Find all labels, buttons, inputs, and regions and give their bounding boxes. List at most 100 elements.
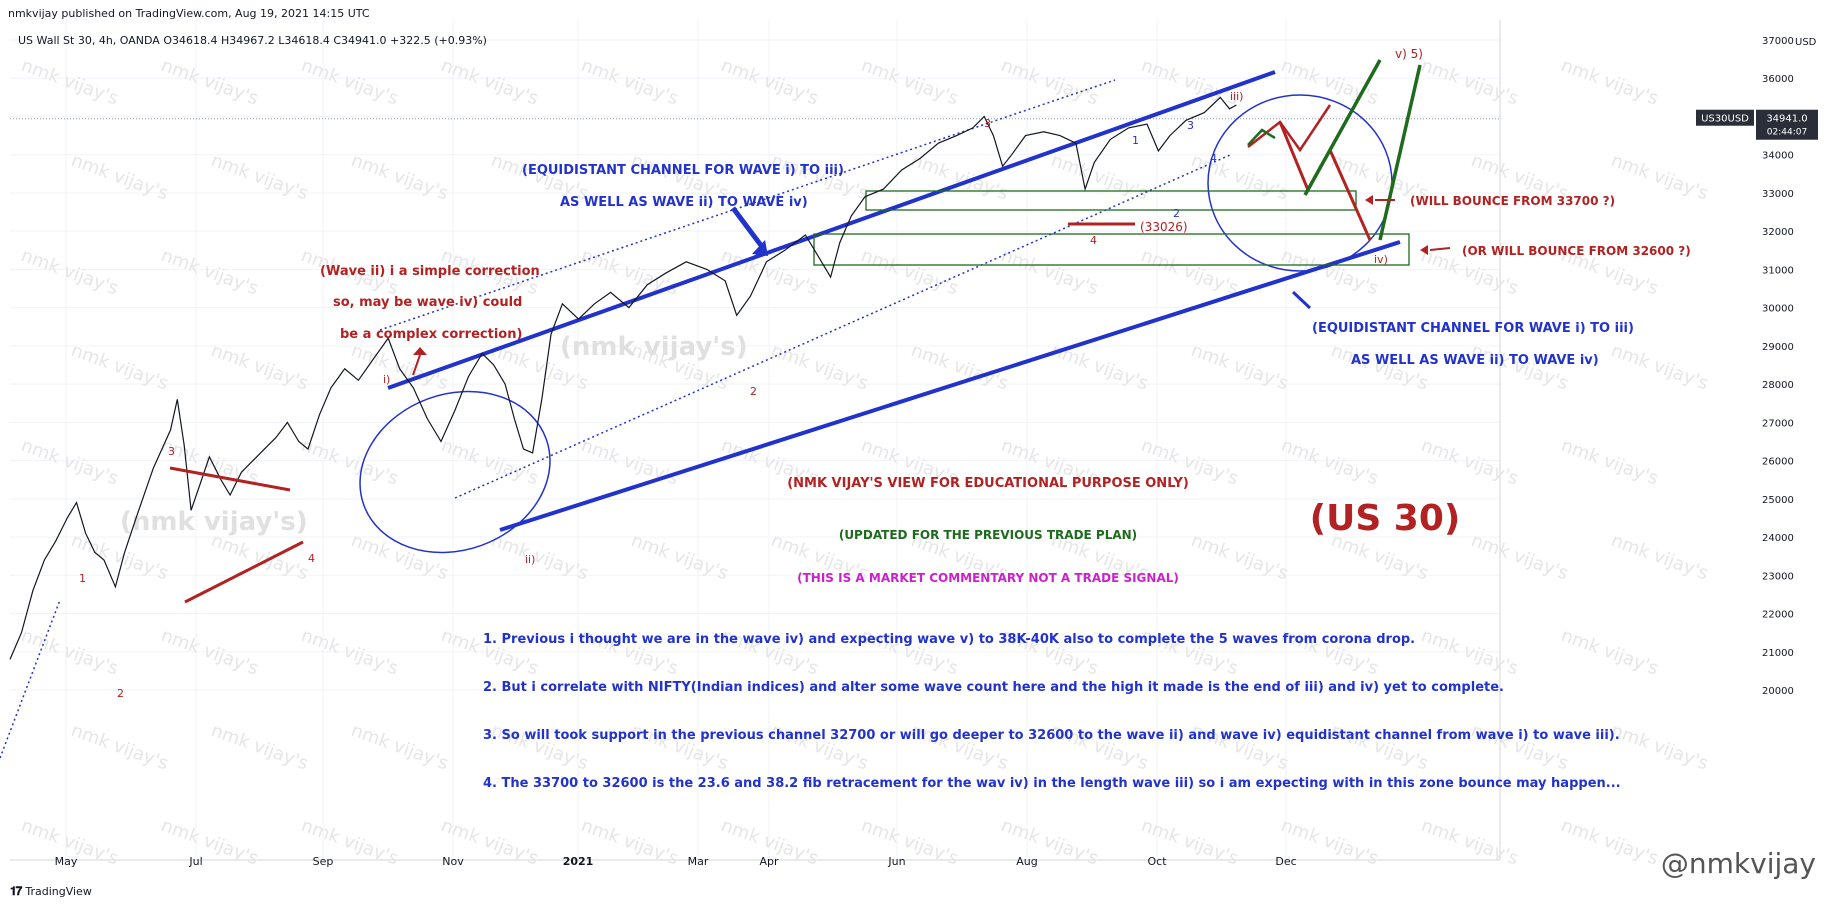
- arrow-red-1-head: [1365, 195, 1373, 205]
- countdown-text: 02:44:07: [1767, 128, 1807, 138]
- time-tick-label: Apr: [759, 855, 779, 868]
- arrow-red-2-head: [1420, 245, 1428, 255]
- zone-box-33700: [865, 190, 1357, 211]
- time-tick-label: Dec: [1275, 855, 1296, 868]
- time-axis[interactable]: May Jul Sep Nov 2021 Mar Apr Jun Aug Oct Dec: [55, 855, 1297, 868]
- price-tick-label: 21000: [1762, 648, 1794, 659]
- wave-label-subi-3: 3: [1187, 119, 1194, 132]
- wave-label-sub-2: 2: [750, 385, 757, 398]
- tradingview-logo-icon: 𝟏𝟕: [10, 884, 22, 898]
- last-symbol-text: US30USD: [1701, 114, 1749, 125]
- price-tick-label: 33000: [1762, 189, 1794, 200]
- channel-dotted-left: [0, 599, 61, 759]
- last-price-badge: [1756, 109, 1818, 140]
- updated-note: (UPDATED FOR THE PREVIOUS TRADE PLAN): [839, 528, 1137, 542]
- time-tick-label: Jun: [887, 855, 905, 868]
- wave-ii-circle: [359, 390, 551, 554]
- triangle-upper-line: [169, 466, 291, 492]
- red-projection-small: [1247, 104, 1332, 153]
- tradingview-logo[interactable]: 𝟏𝟕 TradingView: [10, 884, 92, 899]
- price-tick-label: 36000: [1762, 74, 1794, 85]
- wave-note-line3: be a complex correction): [340, 327, 522, 342]
- green-projection-2: [1378, 64, 1422, 241]
- note-line-3: 3. So will took support in the previous …: [483, 728, 1620, 743]
- channel-dotted-2: [454, 154, 1231, 499]
- time-tick-label: Sep: [313, 855, 334, 868]
- wave-label-subi-4: 4: [1210, 152, 1217, 165]
- note-line-4: 4. The 33700 to 32600 is the 23.6 and 38…: [483, 776, 1621, 791]
- price-tick-label: 22000: [1762, 610, 1794, 621]
- wave-label-iv: iv): [1374, 253, 1388, 266]
- currency-label: USD: [1795, 37, 1817, 48]
- time-tick-label: May: [55, 855, 78, 868]
- time-tick-label: Jul: [188, 855, 202, 868]
- price-tick-label: 34000: [1762, 151, 1794, 162]
- price-tick-label: 31000: [1762, 265, 1794, 276]
- channel-note-1-line1: (EQUIDISTANT CHANNEL FOR WAVE i) TO iii): [522, 163, 844, 178]
- channel-dotted-1: [379, 79, 1116, 331]
- green-projection-small: [1247, 128, 1276, 146]
- time-tick-label: Nov: [442, 855, 464, 868]
- symbol-line: US Wall St 30, 4h, OANDA O34618.4 H34967…: [18, 34, 487, 47]
- price-tick-label: 27000: [1762, 418, 1794, 429]
- channel-note-1-line2: AS WELL AS WAVE ii) TO WAVE iv): [560, 195, 808, 210]
- time-tick-label: Oct: [1147, 855, 1167, 868]
- wave-label-1: 1: [79, 572, 86, 585]
- wave-note-line2: so, may be wave iv) could: [333, 295, 522, 310]
- last-price-text: 34941.0: [1766, 114, 1807, 125]
- green-projection-1: [1303, 59, 1382, 196]
- price-tick-label: 23000: [1762, 571, 1794, 582]
- wave-label-subi-2: 2: [1173, 207, 1180, 220]
- price-tick-label: 29000: [1762, 342, 1794, 353]
- wave-label-iii: iii): [1230, 90, 1243, 103]
- price-tick-label: 28000: [1762, 380, 1794, 391]
- wave-label-subi-1: 1: [1132, 134, 1139, 147]
- low-label-33026: (33026): [1140, 220, 1188, 234]
- bounce-note-1: (WILL BOUNCE FROM 33700 ?): [1410, 194, 1615, 208]
- price-tick-label: 26000: [1762, 457, 1794, 468]
- note-line-2: 2. But i correlate with NIFTY(Indian ind…: [483, 680, 1504, 695]
- wave-label-3: 3: [168, 445, 175, 458]
- price-tick-label: 32000: [1762, 227, 1794, 238]
- price-tick-label: 37000: [1762, 36, 1794, 47]
- time-tick-label: Aug: [1016, 855, 1037, 868]
- tradingview-brand: TradingView: [25, 885, 92, 898]
- price-tick-label: 30000: [1762, 304, 1794, 315]
- note-line-1: 1. Previous i thought we are in the wave…: [483, 632, 1415, 647]
- price-tick-label: 24000: [1762, 533, 1794, 544]
- channel-note-2-line2: AS WELL AS WAVE ii) TO WAVE iv): [1351, 353, 1599, 368]
- arrow-up-line: [412, 354, 421, 376]
- watermark-large: (nmk vijay's): [120, 507, 308, 537]
- time-tick-label: Mar: [688, 855, 709, 868]
- author-signature: @nmkvijay: [1660, 847, 1816, 880]
- channel-upper-line: [387, 70, 1276, 390]
- wave-label-i: i): [383, 373, 390, 386]
- grid: [10, 20, 1501, 861]
- price-series-line: [9, 96, 1237, 660]
- price-axis[interactable]: 3700036000350003400033000320003100030000…: [1696, 36, 1818, 697]
- arrow-blue-1-line: [731, 206, 765, 250]
- last-symbol-badge: [1696, 109, 1754, 126]
- channel-note-2-line1: (EQUIDISTANT CHANNEL FOR WAVE i) TO iii): [1312, 321, 1634, 336]
- wave-label-ii: ii): [525, 553, 535, 566]
- time-tick-label: 2021: [563, 855, 594, 868]
- watermark-large: (nmk vijay's): [560, 332, 748, 362]
- wave-label-sub-4: 4: [1090, 234, 1097, 247]
- disclaimer-note: (THIS IS A MARKET COMMENTARY NOT A TRADE…: [797, 571, 1179, 585]
- price-tick-label: 20000: [1762, 686, 1794, 697]
- wave-label-2: 2: [117, 687, 124, 700]
- arrow-blue-2-line: [1291, 290, 1312, 310]
- arrow-red-2-line: [1429, 247, 1451, 251]
- big-title: (US 30): [1310, 498, 1461, 539]
- arrow-up-head: [413, 347, 427, 355]
- labels-layer: 1 2 3 4 i) ii) iii) iv) v) 5) 2 3 4 1 2 3 4 (EQUIDISTANT…: [79, 47, 1691, 791]
- wave-label-sub-3: 3: [984, 117, 991, 130]
- wave-label-v: v) 5): [1395, 47, 1423, 61]
- channel-lower-line: [499, 240, 1401, 532]
- drawings-layer: [169, 59, 1451, 604]
- arrow-blue-1-head: [752, 240, 768, 256]
- published-line: nmkvijay published on TradingView.com, A…: [8, 7, 370, 20]
- price-tick-label: 25000: [1762, 495, 1794, 506]
